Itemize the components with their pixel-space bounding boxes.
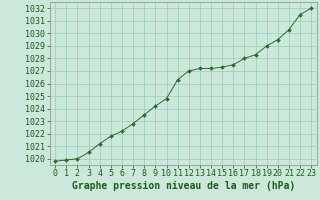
X-axis label: Graphe pression niveau de la mer (hPa): Graphe pression niveau de la mer (hPa) (72, 181, 295, 191)
